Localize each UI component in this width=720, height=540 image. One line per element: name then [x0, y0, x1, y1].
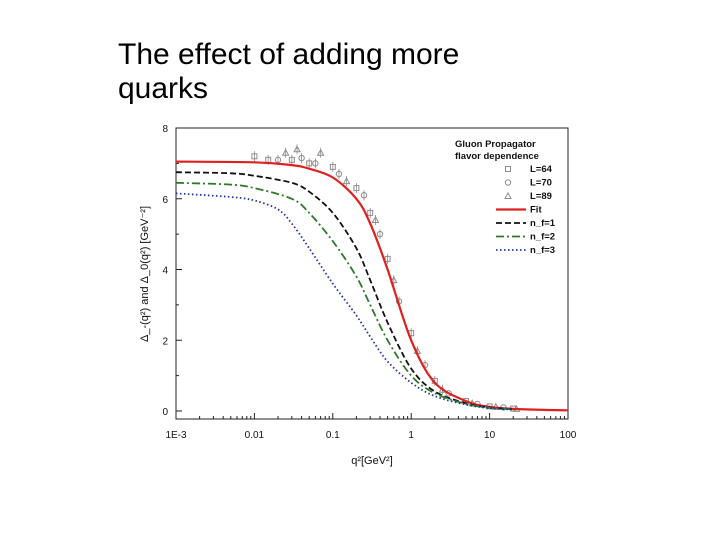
legend-item: n_f=1 — [496, 218, 556, 229]
y-tick-label: 8 — [162, 124, 168, 135]
y-tick-label: 0 — [162, 407, 168, 418]
legend-label: L=89 — [530, 191, 552, 202]
legend-marker — [504, 191, 512, 199]
x-tick-label: 0.01 — [245, 430, 265, 441]
legend-label: L=70 — [530, 178, 552, 189]
x-tick-label: 1E-3 — [165, 430, 187, 441]
legend-items: L=64 L=70 L=89 Fit n_f=1 n_f=2 n_f=3 — [496, 164, 556, 256]
series-l-64 — [251, 151, 517, 412]
data-point — [389, 276, 398, 284]
data-point — [306, 160, 313, 167]
legend-label: n_f=2 — [530, 232, 555, 243]
legend-title-line-2: flavor dependence — [455, 151, 539, 162]
x-tick-label: 10 — [484, 430, 496, 441]
slide-title-line-1: The effect of adding more — [118, 38, 460, 71]
series-line-n-f-2 — [175, 181, 514, 411]
series-line-n-f-3 — [175, 192, 514, 411]
data-point — [288, 156, 295, 163]
data-point — [371, 215, 380, 223]
data-point — [384, 255, 391, 262]
data-point — [281, 148, 290, 156]
y-tick-label: 2 — [162, 336, 168, 347]
plot-frame — [175, 127, 569, 420]
slide-title: The effect of adding more quarks — [118, 38, 598, 106]
slide-title-line-2: quarks — [118, 72, 209, 105]
data-series — [175, 144, 569, 412]
legend-title-line-1: Gluon Propagator — [455, 139, 536, 150]
legend-label: Fit — [530, 205, 542, 216]
legend-label: n_f=3 — [530, 245, 555, 256]
series-line-n-f-1 — [175, 171, 514, 411]
axis-ticks: 1E-3 0.01 0.1 1 10 100 0 2 4 6 8 — [162, 124, 576, 441]
legend: Gluon Propagator flavor dependence L=64L… — [455, 139, 556, 256]
legend-marker — [505, 166, 511, 172]
series-l-89 — [281, 144, 521, 412]
legend-item: n_f=3 — [496, 245, 555, 256]
x-tick-label: 0.1 — [326, 430, 340, 441]
data-point — [342, 177, 351, 185]
data-point — [316, 148, 325, 156]
legend-item: Fit — [496, 205, 542, 216]
y-tick-label: 4 — [162, 266, 168, 277]
data-point — [367, 209, 374, 216]
y-tick-label: 6 — [162, 195, 168, 206]
data-point — [360, 192, 368, 199]
legend-marker — [504, 179, 512, 186]
data-point — [329, 163, 336, 170]
legend-label: n_f=1 — [530, 218, 556, 229]
data-point — [298, 154, 305, 162]
data-point — [353, 185, 360, 192]
data-point — [376, 230, 384, 238]
legend-item: L=64 — [505, 164, 553, 175]
data-point — [293, 145, 301, 153]
x-tick-label: 100 — [560, 430, 577, 441]
data-point — [335, 170, 343, 178]
data-point — [274, 156, 282, 164]
data-point — [312, 160, 319, 167]
legend-label: L=64 — [530, 164, 553, 175]
x-tick-label: 1 — [408, 430, 414, 441]
legend-item: L=70 — [504, 178, 552, 189]
data-point — [251, 153, 258, 160]
y-axis-label: Δ_-(q²) and Δ_0(q²) [GeV⁻²] — [139, 206, 151, 342]
legend-item: n_f=2 — [496, 232, 555, 243]
legend-item: L=89 — [504, 191, 552, 202]
x-axis-label: q²[GeV²] — [351, 455, 393, 467]
